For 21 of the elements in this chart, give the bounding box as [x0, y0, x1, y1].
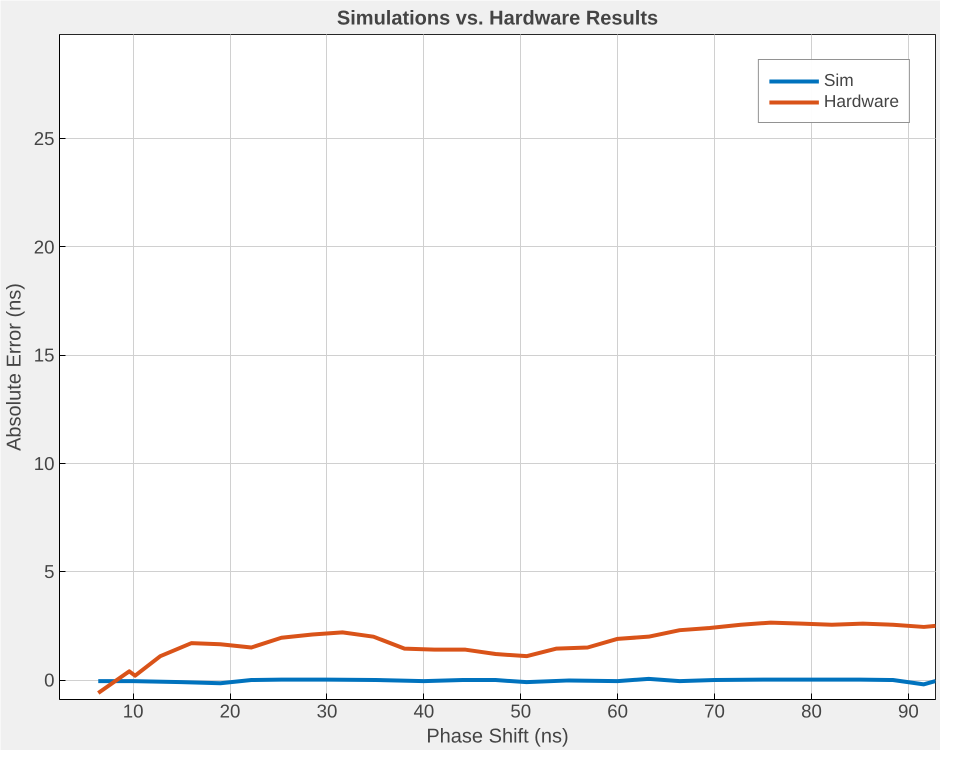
- y-tick-label: 25: [34, 128, 55, 149]
- x-tick-label: 40: [413, 700, 434, 722]
- x-tick-label: 50: [510, 700, 532, 722]
- line-series: [96, 620, 936, 695]
- y-tick-label: 10: [34, 452, 55, 474]
- legend-label: Sim: [824, 70, 854, 91]
- x-axis-title: Phase Shift (ns): [426, 726, 569, 748]
- y-tick-label: 20: [34, 236, 55, 258]
- y-axis-title: Absolute Error (ns): [4, 283, 26, 451]
- x-tick-label: 80: [801, 700, 822, 722]
- x-tick-label: 20: [220, 700, 240, 722]
- x-tick-label: 90: [898, 700, 919, 722]
- y-tick-label: 0: [44, 670, 55, 691]
- x-tick-label: 10: [122, 700, 144, 722]
- legend-label: Hardware: [824, 91, 899, 112]
- y-tick-label: 15: [34, 344, 55, 366]
- x-tick-label: 60: [607, 700, 628, 722]
- x-tick-label: 30: [316, 700, 338, 722]
- chart-title: Simulations vs. Hardware Results: [336, 8, 658, 30]
- y-tick-label: 5: [44, 561, 55, 582]
- x-tick-label: 70: [704, 700, 725, 722]
